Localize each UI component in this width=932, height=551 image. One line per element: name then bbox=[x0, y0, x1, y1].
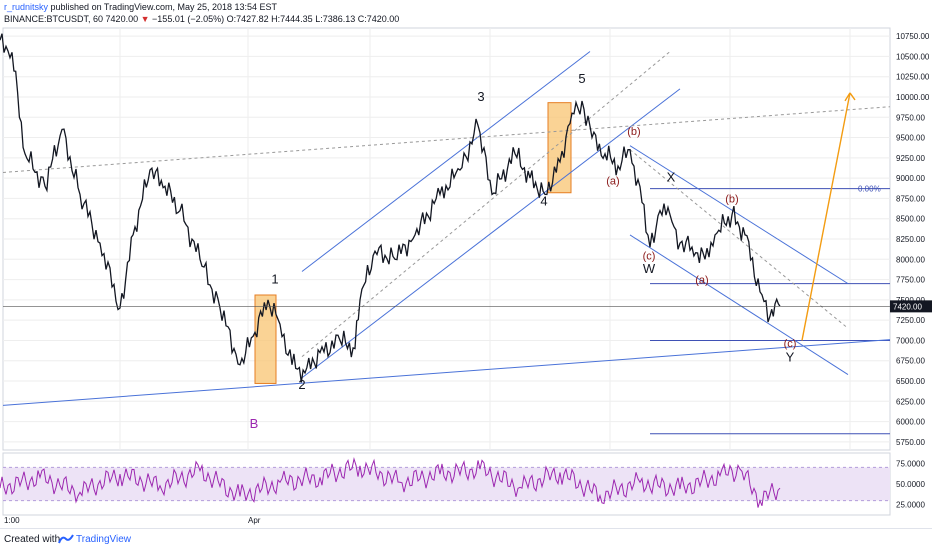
price-tick-label: 9750.00 bbox=[896, 113, 925, 122]
wave-label: (a) bbox=[606, 176, 619, 188]
wave-label: 4 bbox=[540, 194, 547, 209]
footer: Created with TradingView bbox=[0, 528, 932, 551]
trend-line bbox=[629, 149, 849, 329]
trend-line bbox=[301, 51, 671, 358]
trend-line bbox=[301, 88, 681, 379]
price-tick-label: 7750.00 bbox=[896, 276, 925, 285]
current-price-label: 7420.00 bbox=[893, 302, 922, 311]
price-tick-label: 7000.00 bbox=[896, 336, 925, 345]
price-tick-label: 8250.00 bbox=[896, 235, 925, 244]
chart-header-symbol: BINANCE:BTCUSDT, 60 7420.00 ▼ −155.01 (−… bbox=[4, 14, 399, 24]
price-tick-label: 8000.00 bbox=[896, 255, 925, 264]
wave-label: X bbox=[667, 169, 676, 184]
trend-line bbox=[301, 51, 591, 272]
trend-line bbox=[2, 339, 891, 406]
price-tick-label: 5750.00 bbox=[896, 438, 925, 447]
price-chart[interactable]: 10750.00 10500.00 10250.00 10000.00 9750.00 9… bbox=[0, 0, 932, 528]
price-tick-label: 10500.00 bbox=[896, 52, 930, 61]
projection-arrow-line bbox=[801, 92, 851, 341]
current-price-badge bbox=[890, 300, 932, 313]
fib-level-label: 0.00% bbox=[858, 185, 881, 194]
rsi-tick-label: 50.0000 bbox=[896, 480, 925, 489]
rsi-tick-label: 75.0000 bbox=[896, 459, 925, 468]
price-tick-label: 8750.00 bbox=[896, 194, 925, 203]
author-link[interactable]: r_rudnitsky bbox=[4, 2, 49, 12]
last-price: 7420.00 bbox=[105, 14, 139, 24]
price-tick-label: 9500.00 bbox=[896, 134, 925, 143]
rsi-series bbox=[0, 457, 781, 508]
ohlc-values: O:7427.82 H:7444.35 L:7386.13 C:7420.00 bbox=[226, 14, 400, 24]
symbol-label[interactable]: BINANCE:BTCUSDT, 60 bbox=[4, 14, 104, 24]
wave-highlight-box bbox=[254, 294, 277, 384]
price-tick-label: 6000.00 bbox=[896, 418, 925, 427]
price-tick-label: 8500.00 bbox=[896, 215, 925, 224]
price-tick-label: 6500.00 bbox=[896, 377, 925, 386]
price-tick-label: 6250.00 bbox=[896, 397, 925, 406]
wave-label: (c) bbox=[643, 250, 656, 262]
price-change: −155.01 (−2.05%) bbox=[152, 14, 225, 24]
wave-label: 1 bbox=[271, 272, 278, 287]
wave-label: B bbox=[250, 416, 259, 431]
time-tick-label: Apr bbox=[248, 516, 261, 525]
wave-label: (b) bbox=[725, 193, 738, 205]
wave-label: (b) bbox=[627, 126, 640, 138]
published-text: published on TradingView.com, May 25, 20… bbox=[50, 2, 278, 12]
chart-header-publisher: r_rudnitsky published on TradingView.com… bbox=[4, 2, 277, 12]
price-tick-label: 10250.00 bbox=[896, 73, 930, 82]
change-arrow-icon: ▼ bbox=[140, 14, 150, 24]
wave-label: 3 bbox=[477, 89, 484, 104]
wave-highlight-box bbox=[547, 102, 572, 194]
price-tick-label: 7250.00 bbox=[896, 316, 925, 325]
wave-label: Y bbox=[786, 350, 795, 365]
price-series bbox=[0, 33, 781, 383]
tradingview-logo-icon bbox=[58, 534, 74, 544]
rsi-tick-label: 25.0000 bbox=[896, 501, 925, 510]
time-tick-label: 1:00 bbox=[4, 516, 20, 525]
trend-line bbox=[2, 106, 891, 173]
price-tick-label: 10000.00 bbox=[896, 93, 930, 102]
price-tick-label: 10750.00 bbox=[896, 32, 930, 41]
trend-line bbox=[629, 145, 849, 285]
wave-label: 5 bbox=[578, 71, 585, 86]
price-tick-label: 6750.00 bbox=[896, 357, 925, 366]
wave-label: (c) bbox=[784, 338, 797, 350]
tradingview-link[interactable]: TradingView bbox=[76, 534, 132, 545]
price-tick-label: 9250.00 bbox=[896, 154, 925, 163]
wave-label: (a) bbox=[695, 275, 708, 287]
projection-arrow-head-icon bbox=[844, 92, 856, 102]
wave-label: W bbox=[643, 261, 656, 276]
wave-label: 2 bbox=[298, 377, 305, 392]
price-tick-label: 9000.00 bbox=[896, 174, 925, 183]
created-with-text: Created with bbox=[4, 534, 61, 545]
trend-line bbox=[629, 234, 849, 375]
